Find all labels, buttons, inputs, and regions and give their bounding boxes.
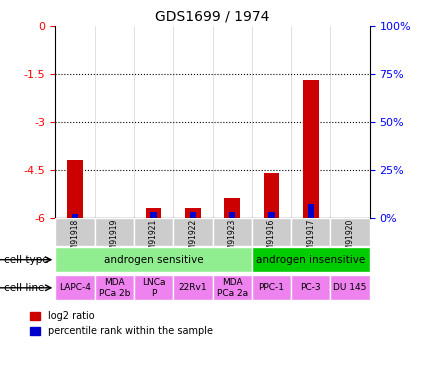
Bar [224,198,240,217]
Text: DU 145: DU 145 [333,284,367,292]
Bar [67,160,83,218]
Text: MDA
PCa 2a: MDA PCa 2a [217,278,248,297]
Bar [190,212,196,217]
Bar [303,81,319,218]
FancyBboxPatch shape [291,217,331,246]
FancyBboxPatch shape [55,275,94,300]
FancyBboxPatch shape [331,275,370,300]
Bar [150,212,157,217]
Text: GSM91920: GSM91920 [346,219,354,260]
Text: GSM91921: GSM91921 [149,219,158,260]
Text: 22Rv1: 22Rv1 [178,284,207,292]
FancyBboxPatch shape [94,217,134,246]
Text: PC-3: PC-3 [300,284,321,292]
FancyBboxPatch shape [212,217,252,246]
FancyBboxPatch shape [134,275,173,300]
FancyBboxPatch shape [291,275,331,300]
Text: androgen sensitive: androgen sensitive [104,255,203,265]
Legend: log2 ratio, percentile rank within the sample: log2 ratio, percentile rank within the s… [26,308,216,340]
Text: androgen insensitive: androgen insensitive [256,255,366,265]
Text: cell type: cell type [4,255,49,265]
FancyBboxPatch shape [252,247,370,272]
Title: GDS1699 / 1974: GDS1699 / 1974 [155,10,270,24]
Text: GSM91922: GSM91922 [188,219,197,260]
Text: PPC-1: PPC-1 [258,284,284,292]
Text: GSM91923: GSM91923 [228,219,237,260]
Text: MDA
PCa 2b: MDA PCa 2b [99,278,130,297]
FancyBboxPatch shape [331,217,370,246]
Text: GSM91917: GSM91917 [306,219,315,260]
Text: LAPC-4: LAPC-4 [59,284,91,292]
FancyBboxPatch shape [252,275,291,300]
Bar [185,208,201,218]
FancyBboxPatch shape [173,217,212,246]
Bar [72,214,78,217]
FancyBboxPatch shape [55,247,252,272]
FancyBboxPatch shape [173,275,212,300]
FancyBboxPatch shape [55,217,94,246]
Text: LNCa
P: LNCa P [142,278,165,297]
FancyBboxPatch shape [212,275,252,300]
Text: cell line: cell line [4,283,45,293]
FancyBboxPatch shape [252,217,291,246]
Bar [146,208,162,218]
FancyBboxPatch shape [134,217,173,246]
Bar [264,173,279,217]
FancyBboxPatch shape [94,275,134,300]
Text: GSM91919: GSM91919 [110,219,119,260]
Bar [229,212,235,217]
Bar [268,212,275,217]
Text: GSM91918: GSM91918 [71,219,79,260]
Bar [308,204,314,218]
Text: GSM91916: GSM91916 [267,219,276,260]
